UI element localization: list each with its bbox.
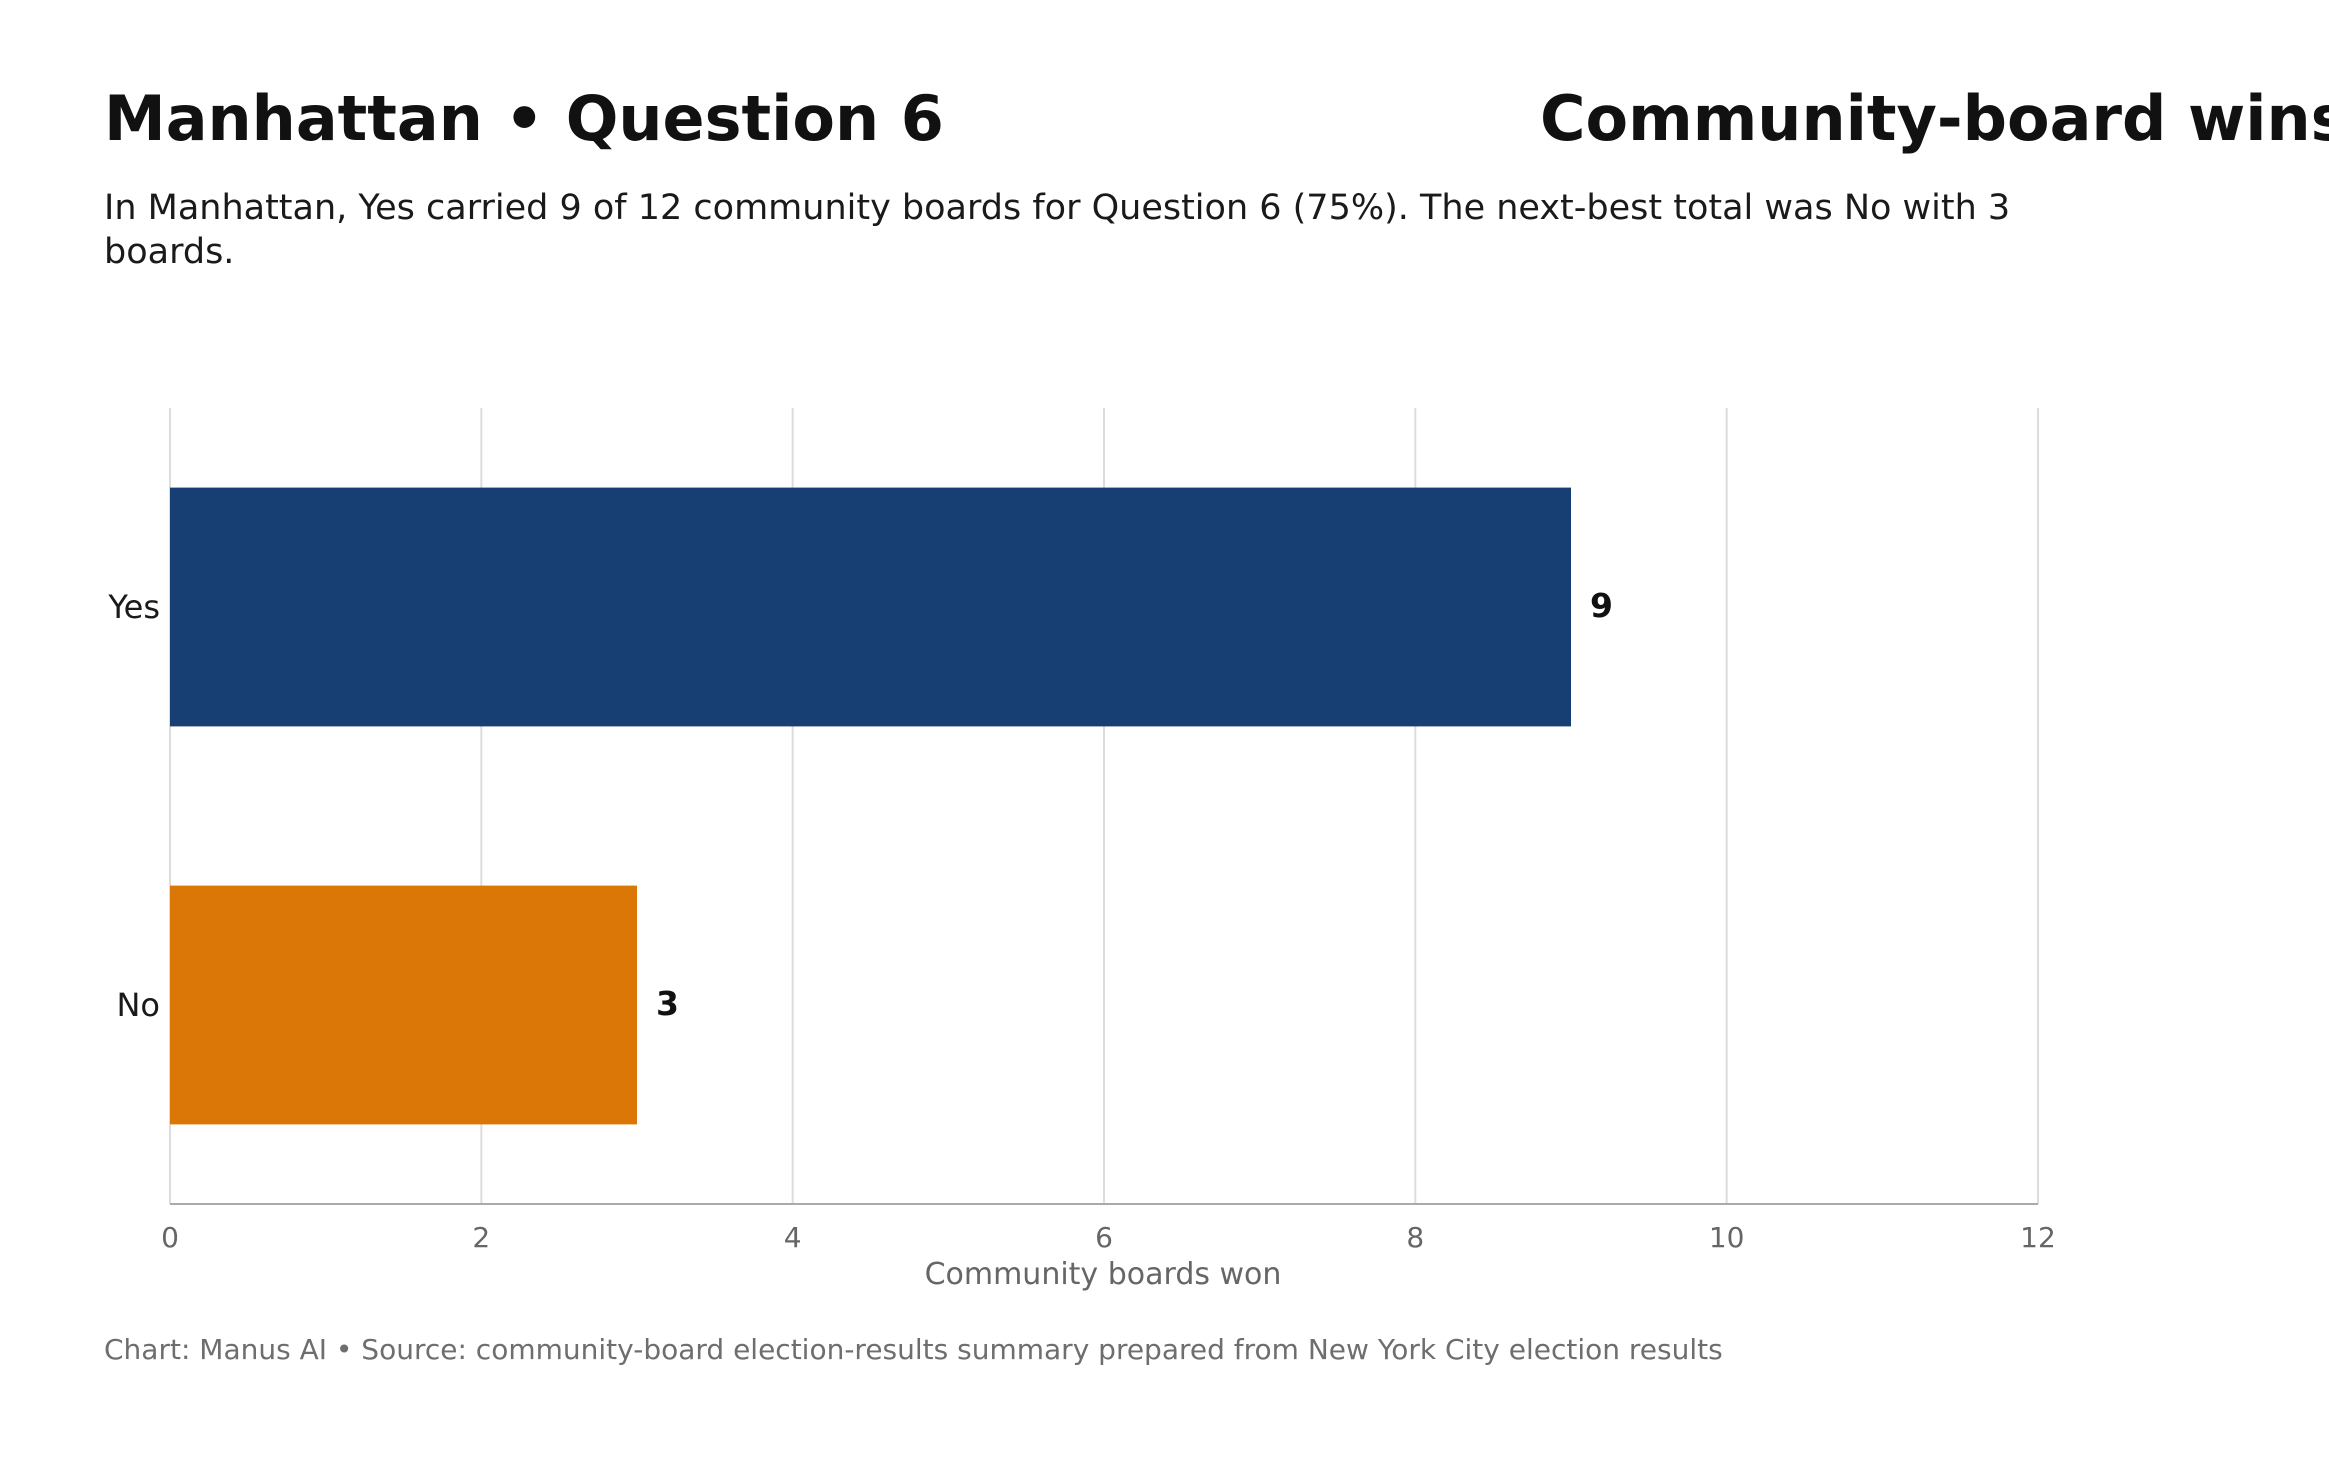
y-category-label: No [116,986,160,1024]
bar-yes [170,487,1571,727]
x-tick-label: 0 [161,1221,179,1254]
x-tick-label: 4 [784,1221,802,1254]
chart-right-title: Community-board wins [1540,82,2329,155]
y-category-label: Yes [107,588,160,626]
source-note: Chart: Manus AI • Source: community-boar… [104,1333,1723,1366]
labels: 0 2 4 6 8 10 12 Yes 9 No 3 [107,586,2055,1254]
x-tick-label: 12 [2020,1221,2056,1254]
x-axis-title: Community boards won [925,1257,1282,1292]
bar-value-label: 9 [1590,586,1613,625]
bars [170,487,1571,1125]
chart-subtitle-line-1: In Manhattan, Yes carried 9 of 12 commun… [104,188,2010,228]
x-tick-label: 6 [1095,1221,1113,1254]
x-tick-label: 2 [472,1221,490,1254]
chart-subtitle-line-2: boards. [104,232,234,272]
x-tick-label: 10 [1709,1221,1745,1254]
x-tick-label: 8 [1406,1221,1424,1254]
chart-title: Manhattan • Question 6 [104,82,944,155]
bar-no [170,885,637,1125]
bar-value-label: 3 [656,984,679,1023]
